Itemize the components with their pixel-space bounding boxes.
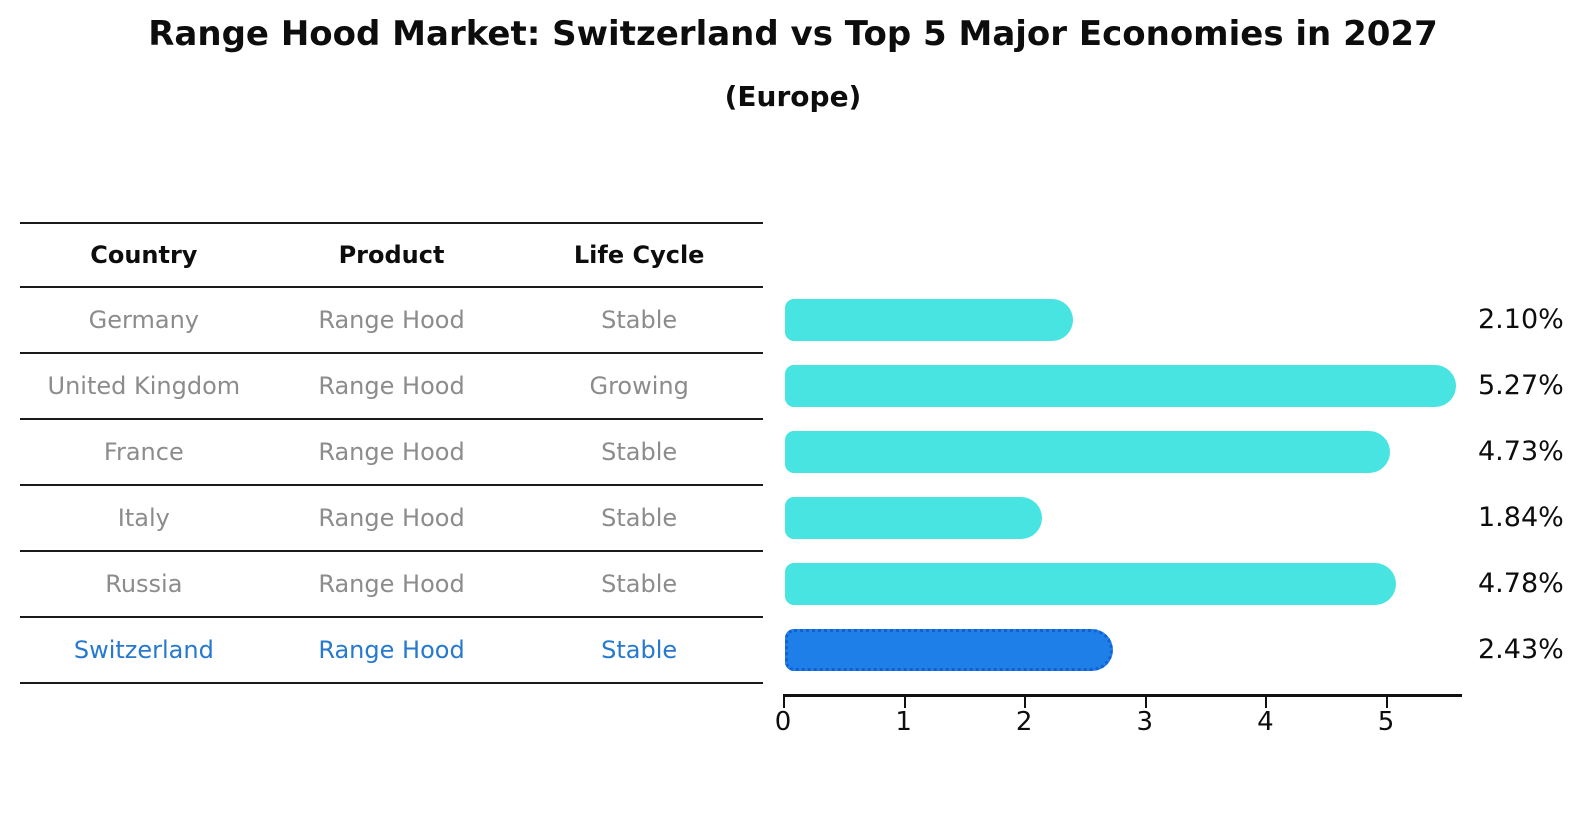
life-cycle-cell: Stable: [601, 504, 678, 532]
bar-row-russia: [785, 551, 1565, 617]
bar-row-germany: [785, 287, 1565, 353]
value-label-russia: 4.78%: [1478, 568, 1564, 599]
bar-chart-plot-area: [785, 287, 1565, 683]
table-row-france: France Range Hood Stable: [20, 420, 763, 486]
x-tick-label-3: 3: [1136, 707, 1154, 737]
table-body: Germany Range Hood Stable United Kingdom Ran…: [20, 288, 763, 684]
life-cycle-cell: Stable: [601, 306, 678, 334]
product-cell: Range Hood: [318, 504, 465, 532]
table-header-product: Product: [338, 241, 445, 269]
bar-italy: [785, 497, 1042, 539]
life-cycle-cell: Growing: [589, 372, 689, 400]
country-cell: Germany: [88, 306, 199, 334]
bar-row-switzerland: [785, 617, 1565, 683]
value-label-france: 4.73%: [1478, 436, 1564, 467]
product-cell: Range Hood: [318, 636, 465, 664]
x-tick-label-4: 4: [1257, 707, 1274, 737]
bar-russia: [785, 563, 1397, 605]
bar-switzerland: [785, 629, 1114, 671]
country-table: Country Product Life Cycle Germany Range Ho…: [20, 222, 763, 684]
x-tick-3: [1144, 697, 1147, 708]
product-cell: Range Hood: [318, 570, 465, 598]
table-header-country: Country: [90, 241, 198, 269]
country-cell: Switzerland: [73, 636, 214, 664]
table-row-united-kingdom: United Kingdom Range Hood Growing: [20, 354, 763, 420]
table-header-life-cycle: Life Cycle: [573, 241, 705, 269]
bar-germany: [785, 299, 1074, 341]
bar-row-italy: [785, 485, 1565, 551]
value-label-switzerland: 2.43%: [1478, 634, 1564, 665]
table-row-switzerland: Switzerland Range Hood Stable: [20, 618, 763, 684]
life-cycle-cell: Stable: [601, 438, 678, 466]
table-header-row: Country Product Life Cycle: [20, 222, 763, 288]
life-cycle-cell: Stable: [601, 636, 678, 664]
product-cell: Range Hood: [318, 306, 465, 334]
table-row-russia: Russia Range Hood Stable: [20, 552, 763, 618]
bar-france: [785, 431, 1391, 473]
value-label-germany: 2.10%: [1478, 304, 1564, 335]
x-tick-0: [783, 697, 785, 708]
x-tick-label-0: 0: [774, 707, 792, 737]
bar-united-kingdom: [785, 365, 1456, 407]
x-tick-label-5: 5: [1377, 707, 1395, 737]
x-tick-4: [1265, 697, 1268, 708]
table-row-italy: Italy Range Hood Stable: [20, 486, 763, 552]
life-cycle-cell: Stable: [601, 570, 678, 598]
x-tick-label-1: 1: [895, 707, 912, 737]
chart-title: Range Hood Market: Switzerland vs Top 5 …: [148, 14, 1438, 54]
country-cell: Russia: [105, 570, 183, 598]
table-row-germany: Germany Range Hood Stable: [20, 288, 763, 354]
product-cell: Range Hood: [318, 372, 465, 400]
product-cell: Range Hood: [318, 438, 465, 466]
chart-subtitle: (Europe): [724, 80, 862, 113]
value-label-united-kingdom: 5.27%: [1478, 370, 1564, 401]
country-cell: Italy: [117, 504, 170, 532]
bar-row-france: [785, 419, 1565, 485]
bar-row-united-kingdom: [785, 353, 1565, 419]
country-cell: United Kingdom: [47, 372, 241, 400]
x-tick-1: [903, 697, 906, 708]
value-label-italy: 1.84%: [1478, 502, 1564, 533]
country-cell: France: [103, 438, 184, 466]
x-tick-label-2: 2: [1015, 707, 1033, 737]
x-axis-line: [783, 694, 1462, 697]
x-tick-5: [1386, 697, 1388, 708]
x-tick-2: [1024, 697, 1027, 708]
